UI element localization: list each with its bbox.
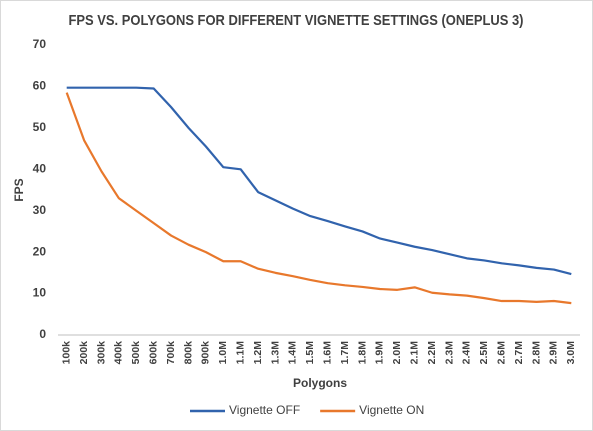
x-tick-label: 2.7M (513, 341, 525, 365)
x-tick-label: 2.6M (495, 341, 507, 365)
x-tick-label: 100k (60, 341, 72, 365)
x-tick-label: 2.8M (530, 341, 542, 365)
y-axis-title: FPS (12, 178, 26, 201)
x-tick-label: 1.6M (321, 341, 333, 365)
x-tick-label: 2.0M (391, 341, 403, 365)
chart-title: FPS VS. POLYGONS FOR DIFFERENT VIGNETTE … (69, 12, 524, 29)
y-tick-label: 50 (33, 120, 47, 134)
x-tick-label: 1.9M (374, 341, 386, 365)
x-tick-label: 2.2M (426, 341, 438, 365)
x-tick-label: 800k (182, 341, 194, 365)
x-tick-label: 1.0M (217, 341, 229, 365)
x-tick-label: 500k (130, 341, 142, 365)
x-tick-label: 1.3M (269, 341, 281, 365)
x-tick-label: 700k (165, 341, 177, 365)
x-tick-label: 2.9M (548, 341, 560, 365)
x-tick-label: 1.4M (287, 341, 299, 365)
x-tick-label: 2.3M (443, 341, 455, 365)
y-tick-label: 70 (33, 37, 47, 51)
series-line (66, 86, 572, 276)
x-tick-label: 900k (200, 341, 212, 365)
legend-label: Vignette ON (359, 403, 424, 417)
x-tick-label: 200k (78, 341, 90, 365)
x-tick-label: 1.1M (234, 341, 246, 365)
x-tick-label: 2.1M (408, 341, 420, 365)
x-tick-label: 600k (147, 341, 159, 365)
series-line (65, 92, 572, 305)
x-tick-label: 1.5M (304, 341, 316, 365)
x-tick-label: 2.4M (461, 341, 473, 365)
y-tick-label: 60 (33, 79, 47, 93)
y-tick-label: 40 (33, 161, 47, 175)
x-tick-label: 400k (113, 341, 125, 365)
x-tick-label: 300k (95, 341, 107, 365)
legend-label: Vignette OFF (229, 403, 300, 417)
x-axis-title: Polygons (293, 376, 347, 390)
y-tick-label: 10 (33, 286, 47, 300)
x-tick-label: 1.2M (252, 341, 264, 365)
x-tick-label: 1.7M (339, 341, 351, 365)
y-tick-label: 20 (33, 244, 47, 258)
y-tick-label: 0 (39, 327, 46, 341)
y-tick-label: 30 (33, 203, 47, 217)
x-tick-label: 1.8M (356, 341, 368, 365)
x-tick-label: 3.0M (565, 341, 577, 365)
x-tick-label: 2.5M (478, 341, 490, 365)
